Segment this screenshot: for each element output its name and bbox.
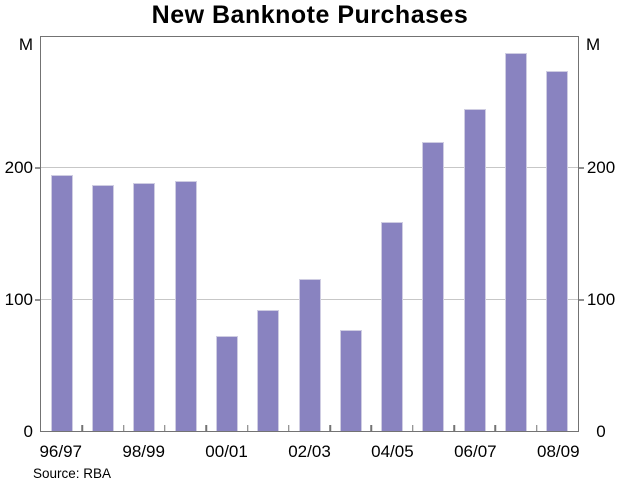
x-tickmark xyxy=(494,425,497,431)
x-axis-label-06-07: 06/07 xyxy=(454,442,497,461)
y-axis-label-right-200: 200 xyxy=(586,158,616,177)
y-tickmark-right-200 xyxy=(579,167,584,169)
bar-98/99 xyxy=(133,182,156,431)
plot-area xyxy=(40,36,579,432)
bar-07/08 xyxy=(505,52,528,431)
bar-97/98 xyxy=(91,185,114,431)
x-axis-label-96-97: 96/97 xyxy=(39,442,82,461)
x-tickmark xyxy=(329,425,331,431)
y-axis-label-left-200: 200 xyxy=(4,158,33,177)
y-axis-label-left-0: 0 xyxy=(23,422,33,441)
y-tickmark-left-100 xyxy=(35,299,40,301)
bar-99/00 xyxy=(174,181,197,431)
x-tickmark xyxy=(535,425,538,431)
bar-04/05 xyxy=(381,222,404,431)
x-tickmark xyxy=(288,425,290,431)
chart-title: New Banknote Purchases xyxy=(151,1,469,29)
bar-06/07 xyxy=(463,109,486,431)
x-axis-label-02-03: 02/03 xyxy=(288,442,331,461)
x-tickmark xyxy=(453,425,455,431)
x-tickmark xyxy=(81,425,84,431)
y-axis-label-right-0: 0 xyxy=(596,422,606,441)
y-tickmark-right-100 xyxy=(579,299,584,301)
bar-05/06 xyxy=(422,142,445,431)
x-axis-label-98-99: 98/99 xyxy=(122,442,165,461)
x-axis-label-08-09: 08/09 xyxy=(536,442,580,461)
bar-01/02 xyxy=(257,310,280,431)
y-tickmark-left-200 xyxy=(35,167,40,169)
x-axis-label-04-05: 04/05 xyxy=(371,442,414,461)
bar-02/03 xyxy=(298,278,321,431)
x-tickmark xyxy=(205,425,207,431)
y-axis-label-right-100: 100 xyxy=(586,290,616,309)
x-tickmark xyxy=(246,425,249,431)
bar-03/04 xyxy=(339,329,362,431)
y-axis-unit-left: M xyxy=(18,35,33,54)
y-axis-label-left-100: 100 xyxy=(4,290,33,309)
x-tickmark xyxy=(412,425,414,431)
x-tickmark xyxy=(370,425,373,431)
source-note: Source: RBA xyxy=(33,466,112,481)
x-axis-label-00-01: 00/01 xyxy=(205,442,248,461)
bar-00/01 xyxy=(215,336,238,431)
bar-08/09 xyxy=(546,71,569,431)
x-tickmark xyxy=(122,425,125,431)
x-tickmark xyxy=(164,425,166,431)
bar-96/97 xyxy=(50,174,73,431)
y-axis-unit-right: M xyxy=(586,35,601,54)
gridline-200 xyxy=(41,167,578,169)
